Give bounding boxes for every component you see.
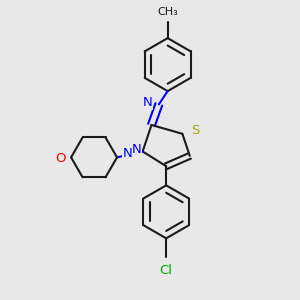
Text: CH₃: CH₃: [157, 7, 178, 16]
Text: S: S: [190, 124, 199, 137]
Text: N: N: [122, 147, 132, 160]
Text: N: N: [142, 96, 152, 110]
Text: Cl: Cl: [160, 264, 173, 277]
Text: N: N: [131, 143, 141, 157]
Text: O: O: [55, 152, 66, 165]
